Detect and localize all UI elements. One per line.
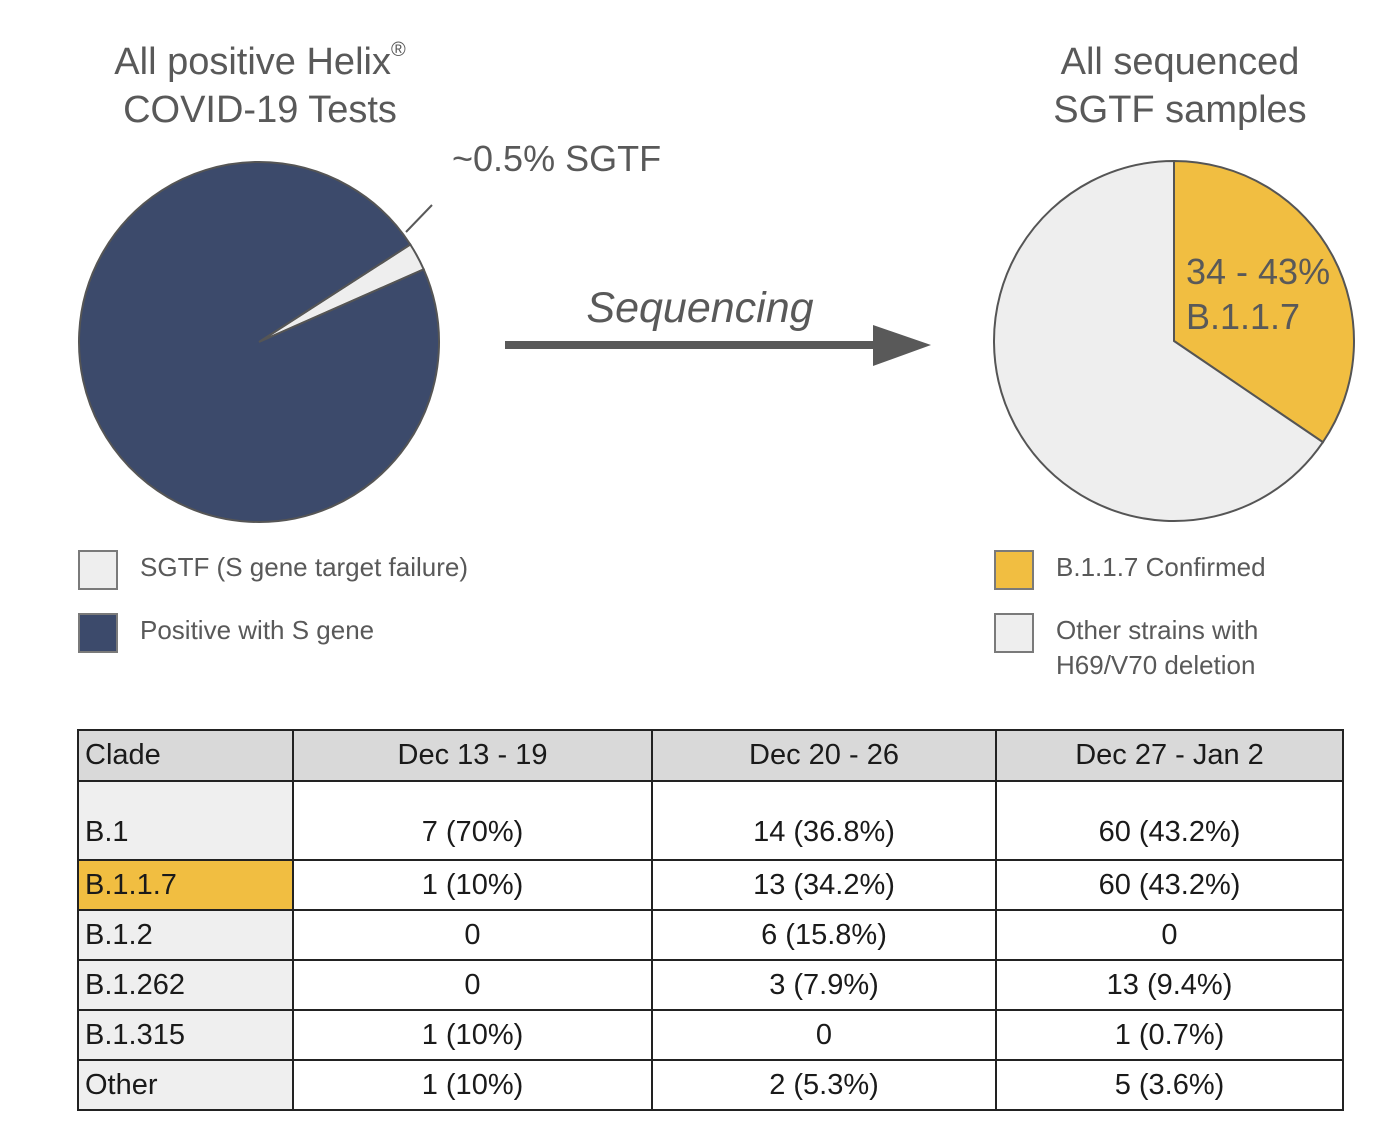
count-cell: 1 (10%)	[292, 1009, 653, 1061]
count-cell: 0	[292, 909, 653, 961]
count-cell: 0	[995, 909, 1344, 961]
left-pie-title-line1: All positive Helix	[114, 41, 391, 83]
clade-table: Clade Dec 13 - 19 Dec 20 - 26 Dec 27 - J…	[77, 729, 1344, 1111]
count-cell: 1 (0.7%)	[995, 1009, 1344, 1061]
sgtf-callout-leader	[405, 204, 433, 233]
pie-charts: 34 - 43% B.1.1.7	[78, 159, 1355, 523]
count-cell: 1 (10%)	[292, 1059, 653, 1111]
right-pie-title-line2: SGTF samples	[1053, 89, 1307, 131]
header-clade: Clade	[77, 729, 294, 782]
legend-label-sgtf: SGTF (S gene target failure)	[140, 552, 469, 582]
registered-mark: ®	[390, 39, 406, 61]
left-pie-chart	[78, 161, 440, 523]
count-cell: 5 (3.6%)	[995, 1059, 1344, 1111]
count-cell: 0	[292, 959, 653, 1011]
b117-slice-label-line2: B.1.1.7	[1186, 296, 1300, 337]
count-cell: 2 (5.3%)	[651, 1059, 997, 1111]
legend-swatch-b117	[994, 550, 1034, 590]
legend-swatch-sgtf	[78, 550, 118, 590]
count-cell: 6 (15.8%)	[651, 909, 997, 961]
count-cell: 14 (36.8%)	[651, 780, 997, 861]
count-cell: 3 (7.9%)	[651, 959, 997, 1011]
sequencing-arrow	[505, 325, 931, 366]
clade-cell: Other	[77, 1059, 294, 1111]
count-cell: 0	[651, 1009, 997, 1061]
header-week-3: Dec 27 - Jan 2	[995, 729, 1344, 782]
right-pie-title: All sequenced SGTF samples	[980, 38, 1380, 134]
count-cell: 1 (10%)	[292, 859, 653, 911]
left-pie-title: All positive Helix® COVID-19 Tests	[60, 38, 460, 134]
clade-cell: B.1.262	[77, 959, 294, 1011]
legend-swatch-positive-s-gene	[78, 613, 118, 653]
table-row: B.1.262 0 3 (7.9%) 13 (9.4%)	[77, 959, 1344, 1011]
right-pie-title-line1: All sequenced	[1060, 41, 1300, 83]
clade-cell: B.1	[77, 780, 294, 861]
count-cell: 60 (43.2%)	[995, 780, 1344, 861]
sequencing-label: Sequencing	[586, 284, 814, 332]
table-row: B.1.2 0 6 (15.8%) 0	[77, 909, 1344, 961]
legend-label-other-strains: Other strains with H69/V70 deletion	[1056, 615, 1259, 680]
count-cell: 7 (70%)	[292, 780, 653, 861]
pie-slice-other-strains	[993, 159, 1325, 522]
count-cell: 13 (9.4%)	[995, 959, 1344, 1011]
table-row: B.1.1.7 1 (10%) 13 (34.2%) 60 (43.2%)	[77, 859, 1344, 911]
table-row: B.1.315 1 (10%) 0 1 (0.7%)	[77, 1009, 1344, 1061]
left-pie-title-line2: COVID-19 Tests	[123, 89, 397, 131]
sgtf-callout-label: ~0.5% SGTF	[452, 138, 662, 179]
pie-slice-b117	[1173, 159, 1355, 444]
right-pie-chart	[993, 159, 1355, 522]
legend-label-positive-s-gene: Positive with S gene	[140, 615, 375, 645]
legend-label-b117: B.1.1.7 Confirmed	[1056, 552, 1266, 582]
legend-item-b117: B.1.1.7 Confirmed	[994, 550, 1266, 590]
legend-swatch-other-strains	[994, 613, 1034, 653]
arrow-shaft	[505, 341, 880, 349]
b117-slice-label-line1: 34 - 43%	[1186, 251, 1330, 292]
legend-item-positive-s-gene: Positive with S gene	[78, 613, 374, 653]
table-header-row: Clade Dec 13 - 19 Dec 20 - 26 Dec 27 - J…	[77, 729, 1344, 782]
clade-cell: B.1.315	[77, 1009, 294, 1061]
count-cell: 13 (34.2%)	[651, 859, 997, 911]
header-week-1: Dec 13 - 19	[292, 729, 653, 782]
table-row: Other 1 (10%) 2 (5.3%) 5 (3.6%)	[77, 1059, 1344, 1111]
count-cell: 60 (43.2%)	[995, 859, 1344, 911]
header-week-2: Dec 20 - 26	[651, 729, 997, 782]
legend-item-sgtf: SGTF (S gene target failure)	[78, 550, 468, 590]
table-row: B.1 7 (70%) 14 (36.8%) 60 (43.2%)	[77, 780, 1344, 861]
arrow-head	[873, 325, 931, 366]
pie-slice-positive-s-gene	[78, 161, 440, 523]
clade-cell: B.1.2	[77, 909, 294, 961]
clade-cell-highlighted: B.1.1.7	[77, 859, 294, 911]
legend-item-other-strains: Other strains with H69/V70 deletion	[994, 613, 1316, 683]
